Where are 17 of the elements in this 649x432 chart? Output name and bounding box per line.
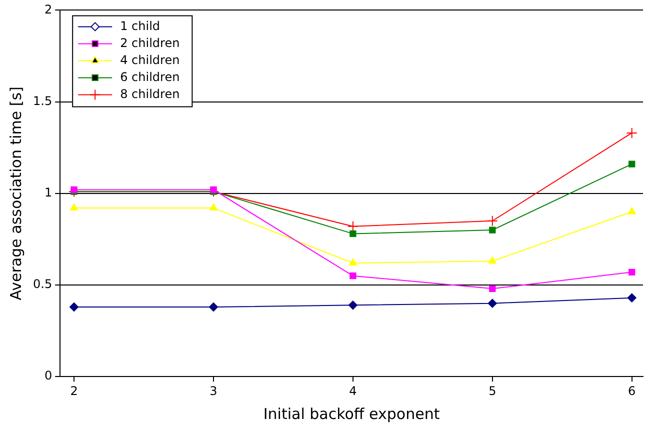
x-tick-label: 3 xyxy=(210,384,218,398)
y-tick-label: 0.5 xyxy=(32,277,52,292)
x-tick-label: 6 xyxy=(628,384,636,398)
y-tick-label: 1.5 xyxy=(32,94,52,108)
x-axis-title: Initial backoff exponent xyxy=(263,404,440,423)
x-tick-label: 2 xyxy=(70,384,78,398)
y-tick-label: 1 xyxy=(44,186,52,200)
x-tick-label: 5 xyxy=(488,384,496,398)
y-tick-label: 0 xyxy=(44,368,52,383)
legend-label: 2 children xyxy=(120,36,180,50)
legend-label: 6 children xyxy=(120,70,180,84)
legend-label: 8 children xyxy=(120,86,180,101)
y-tick-label: 2 xyxy=(44,2,52,16)
legend-label: 4 children xyxy=(120,52,180,67)
legend-label: 1 child xyxy=(120,18,160,33)
y-axis-title: Average association time [s] xyxy=(6,86,25,300)
x-tick-label: 4 xyxy=(349,384,357,398)
